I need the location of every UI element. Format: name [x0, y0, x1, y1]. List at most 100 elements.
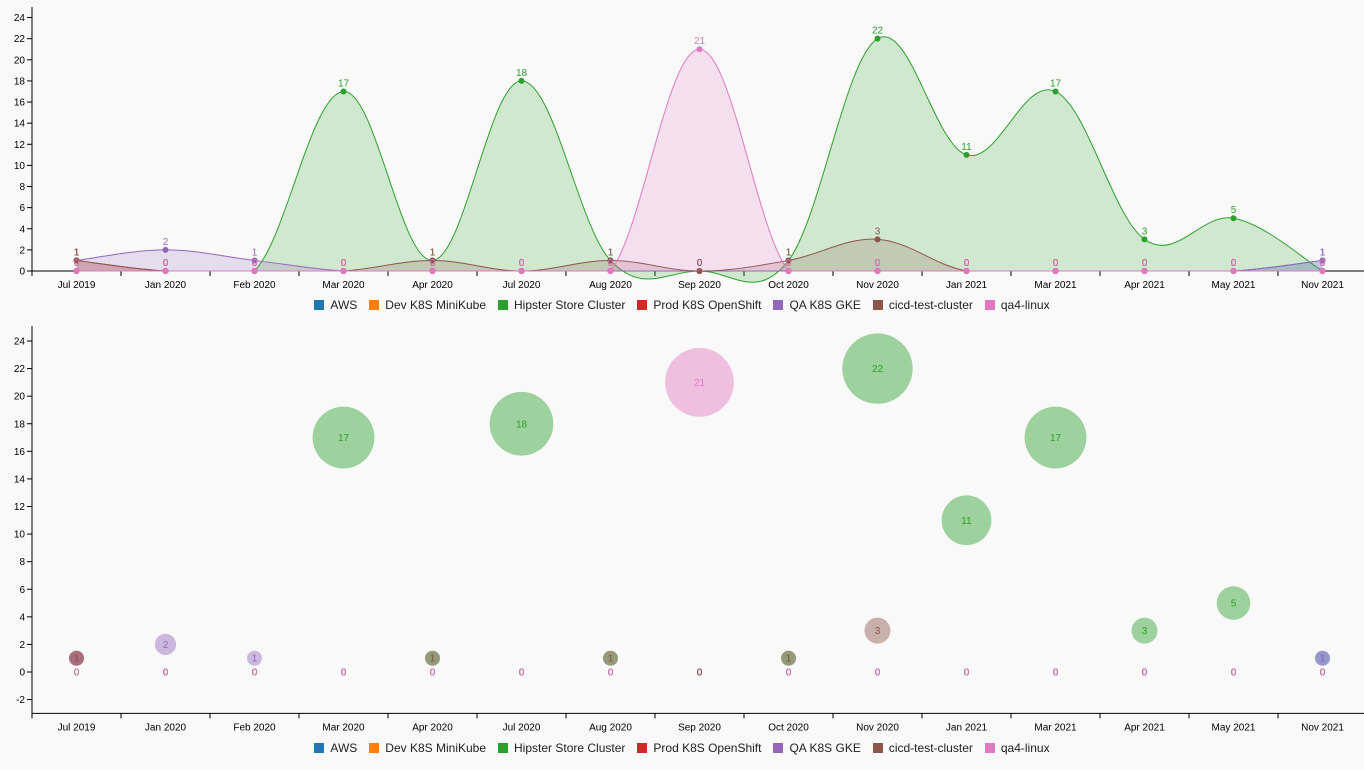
data-label: 0: [1231, 668, 1237, 679]
data-point[interactable]: [429, 257, 436, 264]
bubble[interactable]: [603, 650, 618, 666]
data-label: 0: [1142, 668, 1148, 679]
data-point[interactable]: [518, 268, 525, 274]
legend-item-qa-k8s-gke[interactable]: QA K8S GKE: [773, 741, 861, 755]
bubble[interactable]: [781, 650, 796, 666]
data-point[interactable]: [963, 151, 970, 158]
bubble[interactable]: [842, 333, 913, 404]
x-tick-label: Oct 2020: [768, 280, 809, 291]
data-point[interactable]: [696, 268, 703, 274]
data-label: 1: [74, 247, 80, 258]
bubble[interactable]: [1131, 617, 1158, 644]
legend-item-qa-k8s-gke[interactable]: QA K8S GKE: [773, 298, 861, 312]
data-point[interactable]: [963, 268, 970, 274]
data-point[interactable]: [607, 268, 614, 274]
bubble[interactable]: [425, 650, 440, 666]
bubble[interactable]: [781, 650, 796, 666]
legend-item-aws[interactable]: AWS: [314, 741, 357, 755]
data-label: 0: [430, 668, 436, 679]
data-label: 0: [786, 668, 792, 679]
data-label: 0: [430, 258, 436, 269]
data-label: 0: [74, 258, 80, 269]
bubble[interactable]: [864, 617, 891, 644]
legend-item-cicd-test-cluster[interactable]: cicd-test-cluster: [872, 741, 973, 755]
data-point[interactable]: [340, 88, 347, 95]
data-point[interactable]: [1319, 268, 1326, 274]
data-point[interactable]: [1230, 268, 1237, 274]
bubble-chart-legend: AWS Dev K8S MiniKube Hipster Store Cluster…: [0, 741, 1364, 755]
data-label: 0: [430, 258, 436, 269]
data-point[interactable]: [785, 257, 792, 264]
data-point[interactable]: [1230, 215, 1237, 222]
data-point[interactable]: [874, 268, 881, 274]
data-point[interactable]: [1052, 88, 1059, 95]
legend-item-qa4-linux[interactable]: qa4-linux: [984, 298, 1050, 312]
data-point[interactable]: [1319, 257, 1326, 264]
legend-item-prod-k8s-openshift[interactable]: Prod K8S OpenShift: [637, 741, 761, 755]
y-tick-label: -2: [16, 695, 25, 706]
legend-item-dev-k8s-minikube[interactable]: Dev K8S MiniKube: [369, 741, 486, 755]
data-point[interactable]: [607, 257, 614, 264]
legend-item-dev-k8s-minikube[interactable]: Dev K8S MiniKube: [369, 298, 486, 312]
data-label: 0: [697, 668, 703, 679]
data-label: 0: [697, 258, 703, 269]
legend-label: cicd-test-cluster: [888, 298, 973, 312]
bubble[interactable]: [665, 348, 734, 417]
data-label: 0: [163, 258, 169, 269]
data-point[interactable]: [340, 268, 347, 274]
data-label: 0: [786, 668, 792, 679]
data-point[interactable]: [251, 268, 258, 274]
bubble[interactable]: [154, 633, 177, 656]
legend-item-cicd-test-cluster[interactable]: cicd-test-cluster: [872, 298, 973, 312]
bubble[interactable]: [1024, 406, 1087, 469]
x-tick-label: Sep 2020: [678, 722, 721, 733]
data-label: 1: [786, 247, 792, 258]
data-point[interactable]: [429, 268, 436, 274]
data-point[interactable]: [162, 246, 169, 253]
legend-item-hipster-store-cluster[interactable]: Hipster Store Cluster: [498, 741, 625, 755]
legend-swatch: [872, 300, 883, 310]
data-point[interactable]: [162, 268, 169, 274]
bubble[interactable]: [603, 650, 618, 666]
y-tick: 0: [19, 267, 32, 278]
bubble[interactable]: [247, 650, 262, 666]
x-tick-label: May 2021: [1212, 722, 1256, 733]
data-label: 1: [74, 247, 80, 258]
bubble[interactable]: [69, 650, 84, 666]
y-tick: 12: [14, 140, 32, 151]
bubble[interactable]: [312, 406, 375, 469]
legend-item-hipster-store-cluster[interactable]: Hipster Store Cluster: [498, 298, 625, 312]
legend-item-qa4-linux[interactable]: qa4-linux: [984, 741, 1050, 755]
bubble[interactable]: [69, 650, 84, 666]
y-tick-label: 18: [14, 419, 26, 430]
data-label: 0: [519, 668, 525, 679]
data-label: 0: [1320, 668, 1326, 679]
legend-item-prod-k8s-openshift[interactable]: Prod K8S OpenShift: [637, 298, 761, 312]
bubble[interactable]: [1216, 586, 1251, 620]
data-point[interactable]: [696, 46, 703, 53]
bubble[interactable]: [1315, 650, 1330, 666]
data-point[interactable]: [1141, 268, 1148, 274]
legend-swatch: [637, 743, 648, 753]
data-point[interactable]: [251, 257, 258, 264]
bubble[interactable]: [69, 650, 84, 666]
data-label: 0: [1231, 258, 1237, 269]
legend-label: Hipster Store Cluster: [514, 298, 626, 312]
data-point[interactable]: [785, 268, 792, 274]
bubble[interactable]: [425, 650, 440, 666]
bubble[interactable]: [1315, 650, 1330, 666]
x-tick-label: Jan 2021: [946, 280, 988, 291]
data-point[interactable]: [1052, 268, 1059, 274]
bubble[interactable]: [941, 495, 992, 546]
data-point[interactable]: [518, 77, 525, 84]
legend-item-aws[interactable]: AWS: [314, 298, 357, 312]
data-point[interactable]: [874, 236, 881, 243]
bubble[interactable]: [489, 391, 554, 456]
data-point[interactable]: [73, 257, 80, 264]
data-label: 0: [608, 668, 614, 679]
data-point[interactable]: [1141, 236, 1148, 243]
data-point[interactable]: [874, 35, 881, 42]
data-label: 0: [1053, 668, 1059, 679]
data-point[interactable]: [73, 268, 80, 274]
